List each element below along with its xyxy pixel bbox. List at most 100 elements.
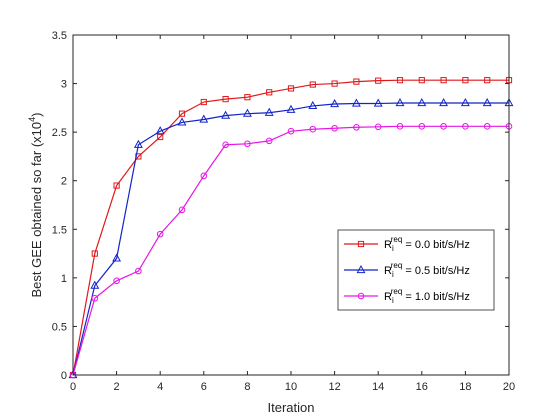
data-point [177,117,187,126]
data-point [242,108,252,117]
data-point [157,133,164,141]
legend-label-superscript: req [391,261,403,270]
data-point [396,123,404,130]
data-point [460,97,470,107]
data-point [265,137,273,145]
x-tick-label: 18 [459,381,471,393]
legend-label-base: R [384,265,392,277]
data-point [462,77,469,84]
x-tick-label: 10 [285,381,297,393]
data-point [439,97,449,107]
y-tick-label: 2.5 [52,127,67,139]
y-tick-label: 3 [61,79,67,91]
data-point [221,110,231,119]
legend-label: Rireq = 0.5 bit/s/Hz [384,261,470,279]
x-tick-label: 20 [503,381,515,393]
legend-label-base: R [384,239,392,251]
plot-background [73,35,509,375]
data-point [418,123,426,130]
data-point [244,94,251,101]
data-point [374,123,382,131]
data-point [351,98,361,107]
x-axis-label: Iteration [268,400,315,415]
data-point [331,80,338,87]
data-point [113,277,120,285]
x-tick-label: 14 [372,381,384,393]
data-point [373,98,383,107]
data-point [91,294,99,302]
series-layer [68,77,514,379]
data-point [112,253,122,262]
y-axis-label-exponent: 4 [27,117,37,122]
data-point [155,126,165,135]
legend-label: Rireq = 1.0 bit/s/Hz [384,287,470,305]
data-point [178,206,186,214]
legend-label-text: = 0.0 bit/s/Hz [402,239,470,251]
data-point [440,77,447,84]
legend-label-subscript: i [392,270,394,279]
data-point [440,123,447,130]
data-point [266,89,273,96]
data-point [286,104,296,113]
legend-swatch-marker [357,240,365,248]
data-point [178,110,186,117]
data-point [91,250,98,257]
legend-entry-1: Rireq = 0.0 bit/s/Hz [344,235,470,253]
data-point [90,280,100,289]
series-line [72,102,509,376]
y-axis-label-close: ) [29,113,44,117]
y-tick-label: 1.5 [52,224,67,236]
data-point [353,123,360,131]
legend-label-subscript: i [392,296,394,305]
data-point [113,182,120,189]
data-point [135,267,142,275]
x-tick-label: 6 [201,381,207,393]
legend-swatch-marker [357,292,365,300]
legend-label-superscript: req [391,235,403,244]
data-point [375,77,382,84]
x-tick-label: 8 [244,381,250,393]
y-axis-label: Best GEE obtained so far (x104) [27,113,44,298]
data-point [199,114,209,123]
x-tick-label: 0 [70,381,76,393]
data-point [264,107,274,116]
data-point [287,127,295,135]
data-point [133,139,143,148]
y-tick-label: 3.5 [52,30,67,42]
legend-label: Rireq = 0.0 bit/s/Hz [384,235,470,253]
legend-label-text: = 0.5 bit/s/Hz [402,265,470,277]
legend-label-superscript: req [391,287,403,296]
data-point [308,100,318,110]
y-tick-label: 0.5 [52,321,67,333]
legend-label-text: = 1.0 bit/s/Hz [402,291,470,303]
data-point [396,77,404,84]
y-tick-label: 1 [61,273,67,285]
data-point [222,96,229,103]
legend-label-base: R [384,291,392,303]
series-2 [68,97,514,379]
axis-layer: 0 2 4 6 8 10 12 14 16 18 20 0 0.5 1 1.5 2 2.5 3 3.5 [52,30,515,393]
data-point [156,230,164,238]
legend-entry-2: Rireq = 0.5 bit/s/Hz [344,261,470,279]
data-point [484,77,491,84]
x-tick-label: 4 [157,381,163,393]
data-point [395,97,405,107]
legend-swatch-marker [356,264,366,274]
data-point [200,172,208,180]
data-point [417,97,427,107]
data-point [200,98,207,106]
data-point [244,140,251,148]
data-point [331,124,338,132]
data-point [353,78,360,85]
data-point [309,81,316,88]
x-tick-label: 12 [328,381,340,393]
data-point [462,123,469,130]
data-point [330,98,340,108]
legend-entry-3: Rireq = 1.0 bit/s/Hz [344,287,470,305]
y-tick-label: 0 [61,370,67,382]
x-tick-label: 16 [416,381,428,393]
y-axis-label-main: Best GEE obtained so far (x10 [29,122,44,298]
data-point [482,97,492,107]
